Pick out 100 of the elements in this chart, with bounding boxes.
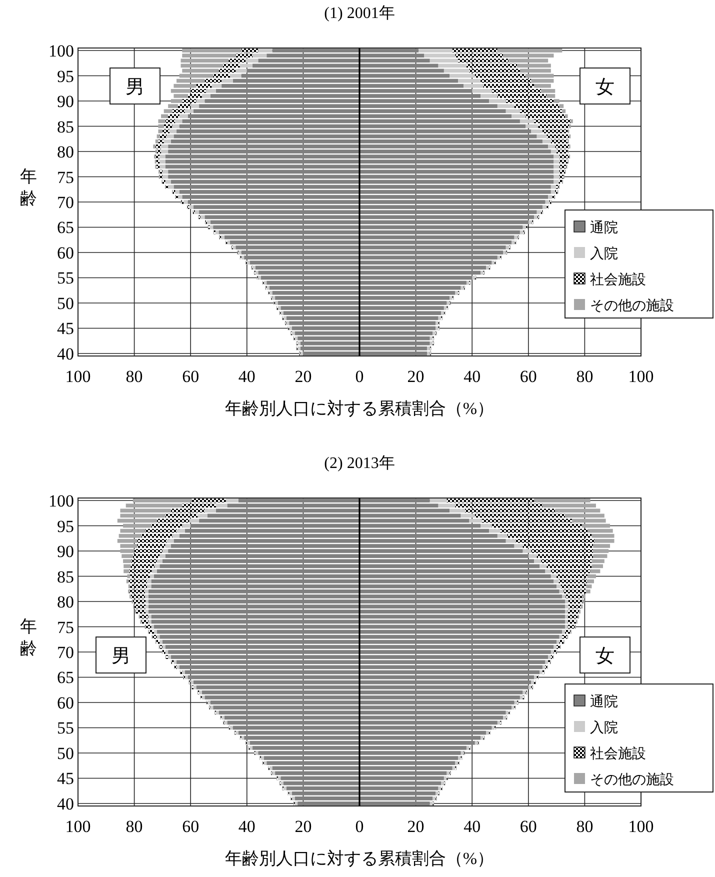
y-tick-label: 55 [57,718,74,738]
bar [559,640,564,644]
y-tick-label: 45 [57,769,74,788]
bar [128,579,147,584]
bar [236,54,253,58]
bar [160,134,167,138]
bar [506,99,554,103]
bar [546,134,570,138]
bar [210,706,214,710]
x-tick-label: 0 [355,817,364,836]
y-tick-label: 100 [48,42,74,61]
bar [559,160,568,164]
bar [182,670,185,674]
x-tick-label: 60 [520,367,537,386]
bar [172,109,185,114]
bar [241,736,244,740]
bar [534,119,571,124]
bar [215,230,219,234]
x-tick-label: 100 [628,817,654,836]
bar [483,84,534,88]
y-tick-label: 95 [57,66,74,86]
bar [280,311,284,315]
bar [542,665,546,670]
bar [559,154,570,158]
y-tick-label: 40 [57,794,74,814]
bar [164,124,172,128]
bar [213,74,230,78]
bar [436,791,438,796]
legend-label: 入院 [590,720,618,736]
bar [151,624,154,629]
bar [514,104,560,108]
bar [184,675,188,680]
bar [520,696,523,700]
bar [228,58,246,63]
bar [156,640,160,644]
bar [136,610,146,614]
bar [172,190,176,194]
bar [140,614,148,619]
bar [131,559,157,564]
bar [272,296,276,300]
bar [480,270,484,275]
x-tick-label: 100 [628,367,654,386]
bar [506,246,510,250]
bar [141,534,172,538]
bar [238,250,242,254]
bar [134,549,162,553]
bar [531,680,534,684]
bar [562,634,568,639]
bar [168,655,171,659]
bar [538,124,570,128]
bar [466,280,470,285]
bar [486,730,489,735]
y-tick-label: 50 [57,294,74,313]
bar [500,528,588,533]
bar [441,781,444,786]
bar [192,498,226,502]
bar [568,624,575,629]
bar [466,746,470,750]
bar [550,650,554,654]
bar [474,740,478,745]
legend-label: 社会施設 [590,746,646,762]
bar [156,634,160,639]
bar [221,235,224,240]
annotation: 女 [596,646,614,667]
bar [260,756,264,760]
y-tick-label: 75 [57,618,74,637]
x-tick-label: 80 [576,817,594,836]
x-tick-label: 20 [294,367,312,386]
y-tick-label: 95 [57,516,74,536]
y-tick-label: 70 [57,193,74,212]
bar [541,559,592,564]
bar [266,286,270,290]
bar [269,290,272,295]
bar [460,286,464,290]
bar [152,634,157,639]
y-tick-label: 90 [57,92,74,112]
bar [486,266,489,270]
bar [165,650,168,654]
bar [130,594,145,598]
bar [506,710,509,715]
bar [232,246,236,250]
bar [480,78,532,83]
bar [455,504,542,508]
bar [430,802,433,806]
bar [162,650,166,654]
bar [497,256,500,260]
bar [156,518,190,523]
y-tick-label: 65 [57,218,74,238]
bar [132,554,160,558]
bar [452,766,456,770]
bar [155,144,162,148]
bar [154,630,157,634]
bar [516,539,595,543]
bar [514,700,518,704]
bar [134,604,146,608]
bar [458,756,461,760]
y-tick-label: 50 [57,744,74,763]
bar [182,99,196,103]
bar [556,640,560,644]
bar [171,660,174,664]
